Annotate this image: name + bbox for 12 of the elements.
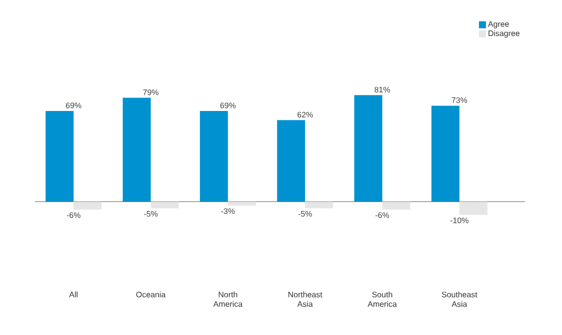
- bar: [228, 202, 256, 206]
- bar: [382, 202, 410, 210]
- bar: [305, 202, 334, 208]
- bar: [46, 110, 74, 202]
- bar: [74, 202, 102, 210]
- bar: [354, 95, 382, 202]
- bar: [122, 98, 151, 202]
- bar: [200, 110, 228, 202]
- bar: [150, 202, 179, 208]
- bar: [277, 120, 306, 202]
- bar: [431, 106, 460, 202]
- bar: [459, 202, 488, 215]
